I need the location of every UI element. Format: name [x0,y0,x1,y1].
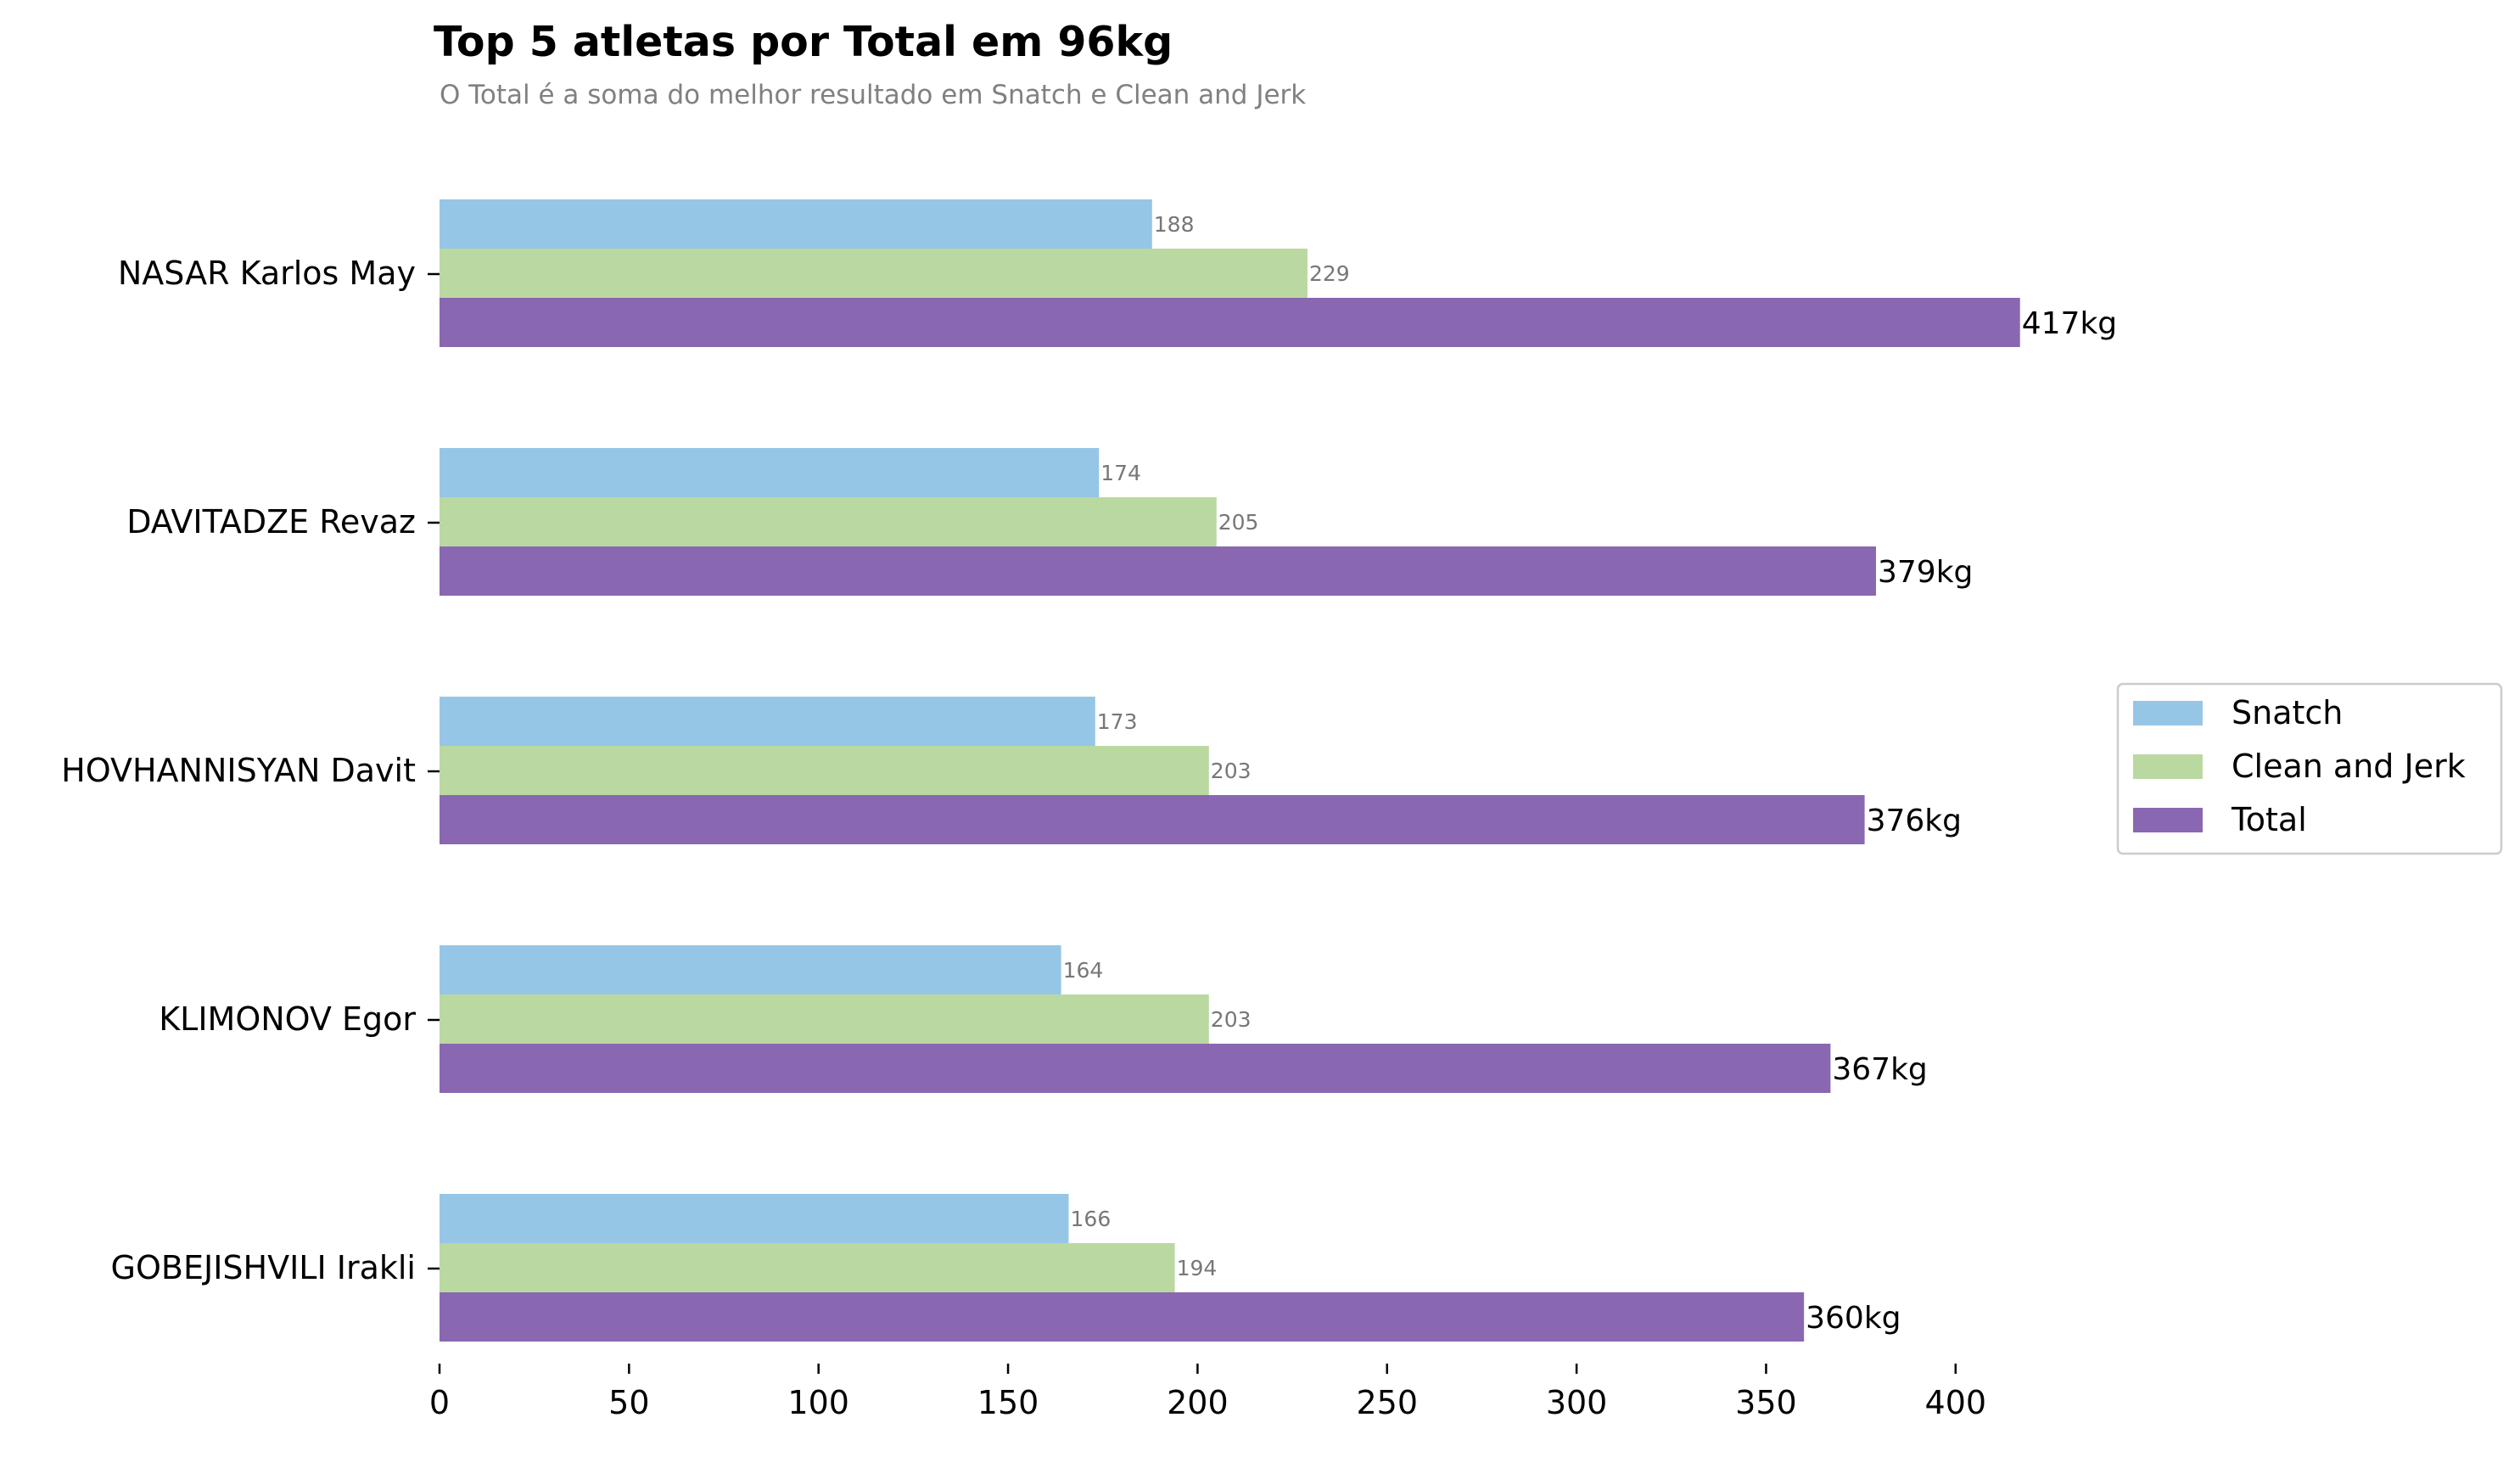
data-label: 166 [1071,1207,1112,1231]
x-tick-label: 350 [1735,1384,1797,1421]
legend-swatch [2133,754,2203,779]
chart-title: Top 5 atletas por Total em 96kg [434,18,1173,66]
bar [440,1292,1805,1342]
legend-box [2116,682,2503,855]
data-label: 367kg [1832,1052,1927,1087]
legend-swatch [2133,701,2203,725]
bar [440,199,1152,249]
data-label: 188 [1154,212,1195,237]
x-tick-label: 400 [1925,1384,1987,1421]
x-tick-label: 100 [787,1384,849,1421]
bar [440,1194,1069,1243]
legend-label: Snatch [2232,694,2343,731]
x-tick-label: 150 [977,1384,1039,1421]
bar [440,945,1061,994]
bar [440,249,1308,298]
x-tick-label: 50 [608,1384,649,1421]
x-tick-label: 0 [429,1384,450,1421]
data-label: 164 [1063,958,1104,983]
legend: Snatch Clean and Jerk Total [2116,682,2503,855]
data-label: 360kg [1806,1301,1901,1336]
chart-subtitle: O Total é a soma do melhor resultado em … [440,80,1306,110]
x-tick-label: 200 [1167,1384,1229,1421]
bar [440,546,1876,596]
legend-label: Clean and Jerk [2232,748,2466,785]
bar [440,994,1209,1044]
data-label: 194 [1177,1256,1218,1280]
legend-swatch [2133,808,2203,832]
data-label: 174 [1100,461,1141,485]
y-tick-label: DAVITADZE Revaz [126,503,416,541]
data-label: 376kg [1867,804,1962,838]
data-label: 173 [1097,709,1138,734]
y-tick-label: GOBEJISHVILI Irakli [111,1249,416,1286]
data-label: 203 [1211,1007,1252,1032]
bar [440,298,2020,347]
y-tick-label: KLIMONOV Egor [159,1000,416,1038]
data-label: 205 [1218,510,1259,535]
plot-area: NASAR Karlos May 188 229 417kg DAVITADZE Rev… [61,199,2117,1421]
data-label: 379kg [1878,555,1973,590]
bar [440,1044,1831,1093]
bar [440,448,1100,497]
x-tick-label: 300 [1546,1384,1608,1421]
data-label: 203 [1211,759,1252,783]
data-label: 229 [1309,261,1350,286]
bar [440,1243,1175,1292]
bar [440,697,1095,746]
bar [440,497,1217,546]
x-tick-label: 250 [1356,1384,1418,1421]
data-label: 417kg [2022,306,2117,341]
bar [440,746,1209,795]
y-tick-label: HOVHANNISYAN Davit [61,752,416,789]
bar [440,795,1865,844]
legend-label: Total [2231,801,2307,838]
y-tick-label: NASAR Karlos May [118,255,416,292]
